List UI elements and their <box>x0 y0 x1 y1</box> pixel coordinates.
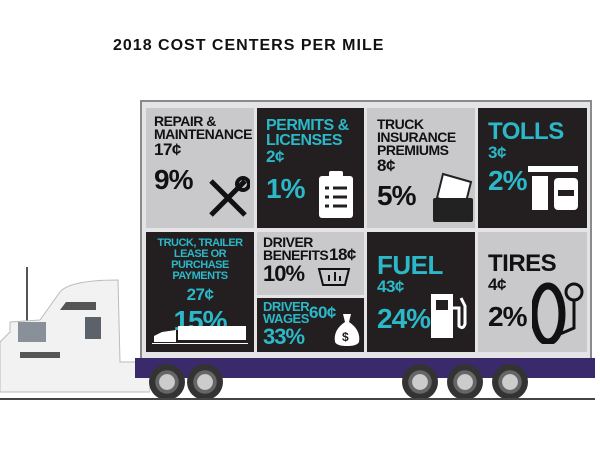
cell-tolls: TOLLS 3¢ 2% <box>478 108 587 228</box>
cell-label: REPAIR & MAINTENANCE <box>154 113 252 142</box>
cell-label: FUEL <box>377 250 443 280</box>
trailer-box: REPAIR & MAINTENANCE 17¢ 9% PERMITS & LI… <box>140 100 592 362</box>
money-bag-icon: $ <box>334 314 360 346</box>
cell-cost: 27¢ <box>186 285 214 304</box>
cell-percent: 2% <box>488 165 527 196</box>
cell-permits-licenses: PERMITS & LICENSES 2¢ 1% <box>257 108 364 228</box>
cell-tires: TIRES 4¢ 2% <box>478 232 587 352</box>
infographic-title: 2018 COST CENTERS PER MILE <box>113 37 385 54</box>
cell-label: TIRES <box>488 250 557 277</box>
cell-label: DRIVER WAGES <box>263 299 310 326</box>
cell-cost: 60¢ <box>309 303 336 322</box>
cell-truck-payments: TRUCK, TRAILER LEASE OR PURCHASE PAYMENT… <box>146 232 254 352</box>
cell-driver-benefits: DRIVER BENEFITS 18¢ 10% <box>257 232 364 295</box>
wrench-screwdriver-icon <box>209 176 250 217</box>
cell-truck-insurance: TRUCK INSURANCE PREMIUMS 8¢ 5% <box>367 108 475 228</box>
cell-label: DRIVER BENEFITS <box>263 234 329 263</box>
cell-cost: 8¢ <box>377 156 395 175</box>
cell-cost: 18¢ <box>329 245 356 264</box>
svg-text:$: $ <box>342 330 349 344</box>
clipboard-icon <box>319 171 353 218</box>
cell-percent: 1% <box>266 173 305 204</box>
cell-label: TRUCK INSURANCE PREMIUMS <box>377 116 456 158</box>
cell-fuel: FUEL 43¢ 24% <box>367 232 475 352</box>
cell-percent: 2% <box>488 301 527 332</box>
cell-repair-maintenance: REPAIR & MAINTENANCE 17¢ 9% <box>146 108 254 228</box>
truck-icon <box>152 326 248 344</box>
wheel <box>492 364 528 400</box>
cell-cost: 43¢ <box>377 277 404 296</box>
cell-percent: 9% <box>154 164 193 195</box>
wheel <box>149 364 185 400</box>
cell-label: PERMITS & LICENSES <box>266 117 349 149</box>
fuel-pump-icon <box>431 294 467 338</box>
cell-label: TOLLS <box>488 118 564 145</box>
laptop-chart-icon <box>317 268 351 286</box>
cell-percent: 33% <box>263 324 305 349</box>
truck-cab-illustration <box>0 267 150 393</box>
wheel <box>187 364 223 400</box>
cell-percent: 10% <box>263 261 305 286</box>
tire-gauge-icon <box>532 282 584 344</box>
cell-driver-wages: DRIVER WAGES 60¢ 33% $ <box>257 298 364 352</box>
folder-document-icon <box>433 172 473 222</box>
wheel <box>447 364 483 400</box>
cell-percent: 5% <box>377 180 416 211</box>
cell-cost: 3¢ <box>488 143 506 162</box>
ground-line <box>0 398 595 400</box>
cell-cost: 2¢ <box>266 147 284 166</box>
cell-cost: 17¢ <box>154 140 181 159</box>
cell-percent: 24% <box>377 303 431 334</box>
wheel <box>402 364 438 400</box>
cell-label: TRUCK, TRAILER LEASE OR PURCHASE PAYMENT… <box>157 237 243 282</box>
cell-cost: 4¢ <box>488 275 506 294</box>
toll-booth-icon <box>528 166 578 210</box>
